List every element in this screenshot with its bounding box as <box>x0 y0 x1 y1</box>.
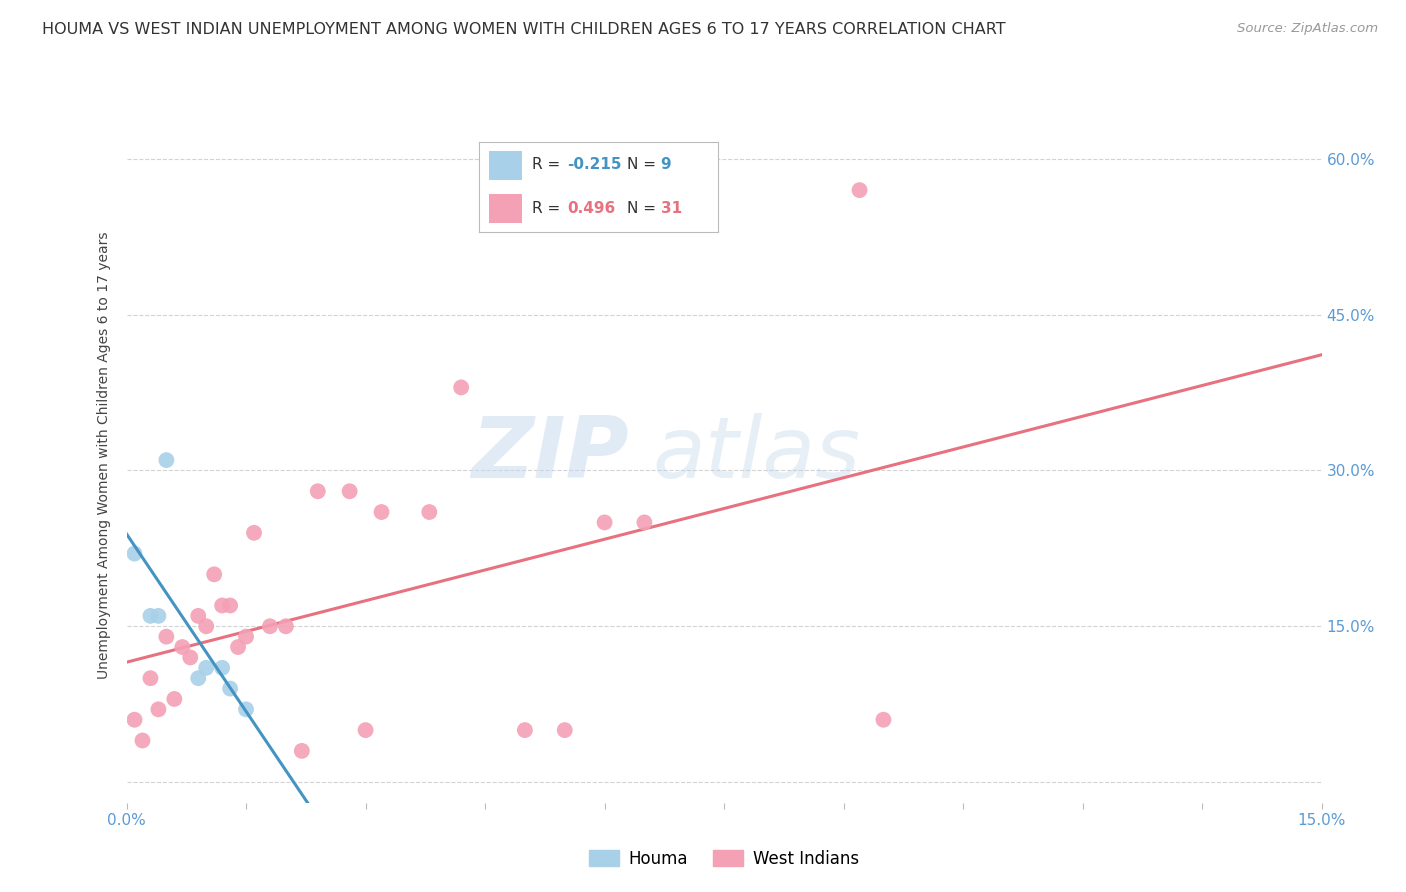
Text: 0.496: 0.496 <box>568 201 616 216</box>
Point <box>235 630 257 644</box>
Point <box>195 619 218 633</box>
Point <box>339 484 361 499</box>
Point <box>187 671 209 685</box>
Text: -0.215: -0.215 <box>568 157 621 172</box>
Point <box>124 547 146 561</box>
Text: HOUMA VS WEST INDIAN UNEMPLOYMENT AMONG WOMEN WITH CHILDREN AGES 6 TO 17 YEARS C: HOUMA VS WEST INDIAN UNEMPLOYMENT AMONG … <box>42 22 1005 37</box>
Bar <box>489 151 522 180</box>
Legend: Houma, West Indians: Houma, West Indians <box>582 843 866 874</box>
Point <box>633 516 655 530</box>
Point <box>139 671 162 685</box>
Point <box>291 744 314 758</box>
Point <box>219 681 242 696</box>
Text: atlas: atlas <box>652 413 860 497</box>
Point <box>226 640 249 654</box>
Y-axis label: Unemployment Among Women with Children Ages 6 to 17 years: Unemployment Among Women with Children A… <box>97 231 111 679</box>
Point <box>593 516 616 530</box>
Point <box>354 723 377 738</box>
Point <box>872 713 894 727</box>
Point <box>211 599 233 613</box>
Point <box>124 713 146 727</box>
Point <box>155 453 177 467</box>
Point <box>554 723 576 738</box>
Point <box>187 608 209 623</box>
Text: R =: R = <box>531 157 560 172</box>
Point <box>172 640 194 654</box>
Point <box>148 608 170 623</box>
Point <box>131 733 153 747</box>
Point <box>211 661 233 675</box>
Point <box>202 567 225 582</box>
Point <box>235 702 257 716</box>
Text: ZIP: ZIP <box>471 413 628 497</box>
Point <box>259 619 281 633</box>
Text: N =: N = <box>627 157 657 172</box>
Bar <box>489 194 522 223</box>
Point <box>148 702 170 716</box>
Point <box>155 630 177 644</box>
Point <box>139 608 162 623</box>
Point <box>195 661 218 675</box>
Point <box>370 505 392 519</box>
Point <box>513 723 536 738</box>
Point <box>848 183 870 197</box>
Point <box>307 484 329 499</box>
Point <box>274 619 297 633</box>
Text: Source: ZipAtlas.com: Source: ZipAtlas.com <box>1237 22 1378 36</box>
Point <box>179 650 201 665</box>
Text: 31: 31 <box>661 201 682 216</box>
Point <box>163 692 186 706</box>
Text: R =: R = <box>531 201 560 216</box>
Text: 9: 9 <box>661 157 672 172</box>
Text: N =: N = <box>627 201 657 216</box>
Point <box>450 380 472 394</box>
Point <box>418 505 440 519</box>
Point <box>219 599 242 613</box>
Point <box>243 525 266 540</box>
